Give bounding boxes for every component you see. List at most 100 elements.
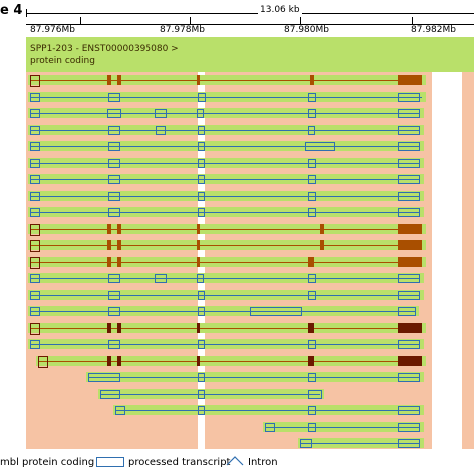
coding-exon: [308, 323, 314, 333]
processed-exon: [108, 142, 120, 151]
processed-transcript-swatch: [96, 457, 124, 467]
processed-exon: [108, 208, 120, 217]
coding-exon: [320, 240, 324, 250]
processed-exon: [30, 126, 40, 135]
transcript-row[interactable]: [0, 90, 474, 106]
transcript-row[interactable]: [0, 106, 474, 122]
transcript-row[interactable]: [0, 337, 474, 353]
processed-exon: [308, 192, 316, 201]
intron-line: [30, 295, 420, 296]
selected-transcript-biotype: protein coding: [30, 56, 95, 66]
processed-exon: [108, 307, 120, 316]
intron-line: [30, 229, 422, 230]
selected-transcript-name[interactable]: SPP1-203 - ENST00000395080 >: [30, 44, 179, 54]
processed-exon: [100, 390, 120, 399]
transcript-row[interactable]: [0, 370, 474, 386]
coding-exon: [30, 257, 40, 269]
transcript-row[interactable]: [0, 403, 474, 419]
legend-intron-label: Intron: [248, 457, 278, 468]
intron-line: [265, 427, 420, 428]
coding-exon: [308, 257, 314, 267]
ruler-tick-2: [190, 17, 191, 24]
coord-label-4: 87.982Mb: [411, 25, 456, 35]
processed-exon: [308, 274, 316, 283]
coding-exon: [398, 323, 422, 333]
transcript-row[interactable]: [0, 387, 474, 403]
transcript-row[interactable]: [0, 156, 474, 172]
transcript-row[interactable]: [0, 73, 474, 89]
processed-exon: [398, 373, 420, 382]
transcript-row[interactable]: [0, 139, 474, 155]
intron-line: [30, 245, 422, 246]
chromosome-label: e 4: [0, 3, 23, 18]
coding-exon: [197, 75, 200, 85]
processed-exon: [30, 192, 40, 201]
processed-exon: [30, 109, 40, 118]
intron-line: [115, 410, 420, 411]
transcript-row[interactable]: [0, 420, 474, 436]
processed-exon: [198, 142, 205, 151]
transcript-row[interactable]: [0, 205, 474, 221]
processed-exon: [398, 406, 420, 415]
intron-line: [30, 113, 420, 114]
processed-exon: [398, 274, 420, 283]
intron-line: [30, 80, 422, 81]
processed-exon: [308, 109, 316, 118]
coding-exon: [117, 257, 121, 267]
coding-exon: [117, 240, 121, 250]
transcript-row[interactable]: [0, 123, 474, 139]
transcript-row[interactable]: [0, 436, 474, 452]
processed-exon: [156, 126, 166, 135]
coding-exon: [107, 224, 111, 234]
coding-exon: [197, 224, 200, 234]
ruler-tick-4: [412, 17, 413, 24]
transcript-row[interactable]: [0, 222, 474, 238]
coding-exon: [107, 323, 111, 333]
processed-exon: [30, 159, 40, 168]
processed-exon: [198, 291, 205, 300]
processed-exon: [30, 175, 40, 184]
processed-exon: [198, 208, 205, 217]
processed-exon: [308, 159, 316, 168]
transcript-row[interactable]: [0, 271, 474, 287]
scale-bar-left-tick: [26, 9, 27, 17]
transcript-row[interactable]: [0, 321, 474, 337]
transcript-row[interactable]: [0, 354, 474, 370]
coding-exon: [320, 224, 324, 234]
processed-exon: [308, 208, 316, 217]
transcript-row[interactable]: [0, 238, 474, 254]
processed-exon: [198, 307, 205, 316]
processed-exon: [197, 274, 204, 283]
ruler-tick-3: [300, 17, 301, 24]
selected-transcript-box[interactable]: [26, 37, 474, 72]
processed-exon: [398, 109, 420, 118]
transcript-row[interactable]: [0, 255, 474, 271]
transcript-row[interactable]: [0, 288, 474, 304]
coding-exon: [398, 356, 422, 366]
processed-exon: [308, 93, 316, 102]
coding-exon: [197, 240, 200, 250]
intron-line: [38, 361, 422, 362]
processed-exon: [308, 373, 316, 382]
processed-exon: [108, 93, 120, 102]
processed-exon: [250, 307, 302, 316]
transcript-row[interactable]: [0, 304, 474, 320]
transcript-row[interactable]: [0, 189, 474, 205]
processed-exon: [398, 340, 420, 349]
processed-exon: [308, 423, 316, 432]
processed-exon: [30, 291, 40, 300]
processed-exon: [108, 274, 120, 283]
processed-exon: [108, 126, 120, 135]
processed-exon: [300, 439, 312, 448]
processed-exon: [30, 340, 40, 349]
processed-exon: [155, 274, 167, 283]
processed-exon: [305, 142, 335, 151]
processed-exon: [398, 291, 420, 300]
intron-line: [30, 196, 420, 197]
processed-exon: [198, 192, 205, 201]
coding-exon: [117, 356, 121, 366]
intron-line: [30, 344, 420, 345]
processed-exon: [398, 423, 420, 432]
transcript-row[interactable]: [0, 172, 474, 188]
